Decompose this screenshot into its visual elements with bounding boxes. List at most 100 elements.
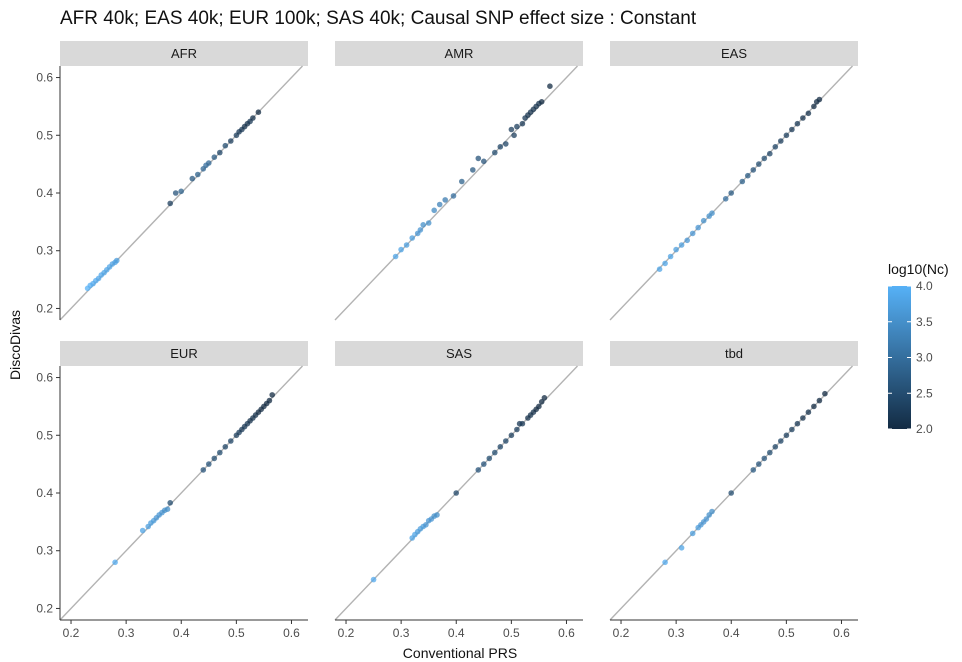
data-point: [822, 390, 828, 397]
legend-title: log10(Nc): [888, 261, 949, 277]
data-point: [514, 123, 520, 130]
data-point: [800, 115, 806, 121]
data-point: [211, 455, 218, 462]
data-point: [536, 403, 542, 410]
data-point: [217, 149, 223, 156]
data-point: [486, 455, 493, 462]
data-point: [228, 438, 234, 444]
data-point: [492, 149, 498, 156]
data-point: [789, 126, 795, 133]
data-point: [700, 217, 707, 224]
data-point: [728, 190, 734, 196]
data-point: [370, 576, 377, 583]
legend-tick-label: 4.0: [916, 279, 933, 293]
data-point: [800, 415, 806, 421]
data-point: [206, 461, 212, 467]
y-tick-label: 0.6: [36, 71, 53, 85]
data-point: [172, 190, 179, 196]
data-point: [709, 508, 715, 515]
x-tick-label: 0.2: [338, 626, 355, 640]
data-point: [783, 132, 790, 139]
data-point: [514, 426, 520, 433]
panel-strip: [610, 341, 858, 366]
panel-strip-label: SAS: [446, 346, 472, 361]
data-point: [250, 115, 256, 121]
panel-strip-label: AFR: [171, 46, 197, 61]
data-point: [678, 545, 685, 551]
data-point: [750, 467, 757, 473]
panel-strip: [60, 341, 308, 366]
data-point: [211, 154, 218, 160]
data-point: [222, 142, 229, 149]
data-point: [756, 161, 762, 167]
data-point: [497, 444, 504, 450]
data-point: [139, 527, 146, 534]
data-point: [794, 420, 801, 427]
x-tick-label: 0.4: [448, 626, 465, 640]
data-point: [709, 210, 715, 216]
data-point: [470, 167, 476, 173]
data-point: [662, 559, 668, 566]
data-point: [538, 99, 545, 105]
x-tick-label: 0.6: [558, 626, 575, 640]
data-point: [783, 432, 790, 439]
data-point: [420, 222, 427, 228]
legend-tick-label: 3.0: [916, 351, 933, 365]
data-point: [689, 530, 696, 537]
data-point: [508, 126, 515, 133]
legend-tick-label: 3.5: [916, 315, 933, 329]
data-point: [739, 178, 746, 185]
data-point: [269, 392, 276, 398]
data-point: [756, 461, 762, 467]
x-axis-title: Conventional PRS: [403, 645, 517, 661]
data-point: [398, 246, 404, 253]
y-tick-label: 0.4: [36, 186, 53, 200]
data-point: [112, 559, 118, 566]
x-tick-label: 0.5: [778, 626, 795, 640]
data-point: [417, 227, 424, 233]
data-point: [114, 257, 120, 264]
panel-strip-label: tbd: [725, 346, 743, 361]
data-point: [167, 200, 173, 207]
data-point: [519, 420, 526, 427]
y-tick-label: 0.3: [36, 244, 53, 258]
data-point: [745, 172, 751, 179]
y-tick-label: 0.6: [36, 371, 53, 385]
data-point: [684, 237, 690, 244]
panel-strip: [60, 41, 308, 66]
panel-strip-label: EAS: [721, 46, 747, 61]
data-point: [481, 158, 487, 165]
data-point: [206, 160, 212, 166]
data-point: [695, 224, 701, 231]
x-tick-label: 0.3: [393, 626, 410, 640]
data-point: [656, 266, 663, 273]
data-point: [547, 83, 553, 89]
legend-tick-label: 2.5: [916, 386, 933, 400]
chart-title: AFR 40k; EAS 40k; EUR 100k; SAS 40k; Cau…: [60, 8, 697, 29]
data-point: [811, 103, 817, 110]
data-point: [475, 467, 482, 473]
x-tick-label: 0.4: [723, 626, 740, 640]
x-tick-label: 0.3: [118, 626, 135, 640]
data-point: [767, 150, 773, 157]
data-point: [217, 449, 223, 456]
data-point: [767, 449, 773, 456]
data-point: [189, 175, 196, 182]
data-point: [728, 490, 734, 496]
data-point: [778, 438, 784, 444]
data-point: [811, 403, 817, 410]
data-point: [761, 455, 768, 462]
data-point: [805, 409, 812, 416]
data-point: [772, 144, 779, 150]
data-point: [519, 120, 526, 127]
y-tick-label: 0.5: [36, 128, 53, 142]
data-point: [816, 96, 823, 103]
x-tick-label: 0.3: [668, 626, 685, 640]
data-point: [673, 246, 679, 253]
data-point: [195, 171, 201, 178]
data-point: [266, 397, 273, 404]
data-point: [778, 138, 784, 144]
color-bar: [888, 286, 911, 429]
data-point: [255, 109, 262, 115]
